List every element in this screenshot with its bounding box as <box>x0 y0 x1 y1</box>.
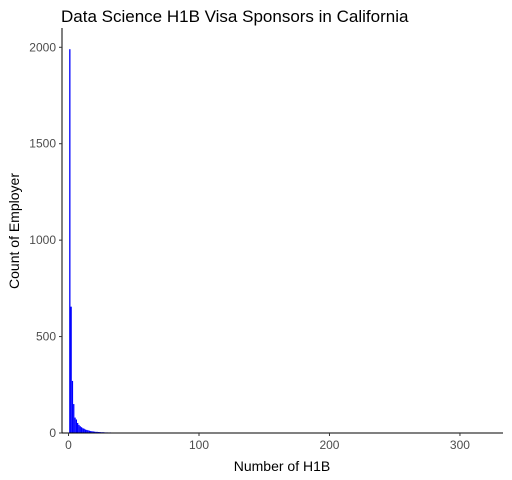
y-axis-ticks: 0 500 1000 1500 2000 <box>29 40 62 440</box>
histogram-bar <box>77 422 79 433</box>
y-tick-label: 1500 <box>29 137 56 151</box>
histogram-bar <box>95 431 97 433</box>
histogram-bar <box>73 404 75 433</box>
histogram-bar <box>71 380 74 433</box>
chart-title: Data Science H1B Visa Sponsors in Califo… <box>61 7 409 26</box>
x-tick-label: 300 <box>450 438 470 452</box>
histogram-bar <box>87 430 89 433</box>
histogram-bar <box>86 429 88 433</box>
histogram-bar <box>69 49 71 433</box>
histogram-bar <box>90 431 92 433</box>
bars-group <box>69 49 485 434</box>
x-tick-label: 100 <box>189 438 209 452</box>
histogram-bar <box>82 428 84 433</box>
x-axis-ticks: 0 100 200 300 <box>65 433 470 452</box>
histogram-bar <box>92 431 94 433</box>
histogram-bar <box>93 431 96 433</box>
histogram-bar <box>80 427 83 433</box>
y-tick-label: 1000 <box>29 233 56 247</box>
histogram-bar <box>74 417 76 433</box>
histogram-bar <box>96 431 98 433</box>
histogram-bar <box>78 424 80 433</box>
histogram-bar <box>83 428 85 433</box>
histogram-bar <box>70 306 72 433</box>
y-axis-label: Count of Employer <box>6 173 22 289</box>
x-tick-label: 0 <box>65 438 72 452</box>
x-axis-label: Number of H1B <box>234 458 330 474</box>
histogram-bar <box>91 431 93 433</box>
y-tick-label: 500 <box>36 330 56 344</box>
histogram-bar <box>79 426 81 433</box>
x-tick-label: 200 <box>319 438 339 452</box>
histogram-bar <box>88 430 91 433</box>
y-tick-label: 0 <box>49 426 56 440</box>
histogram-bar <box>84 429 87 433</box>
y-tick-label: 2000 <box>29 40 56 54</box>
histogram-bar <box>75 419 78 433</box>
